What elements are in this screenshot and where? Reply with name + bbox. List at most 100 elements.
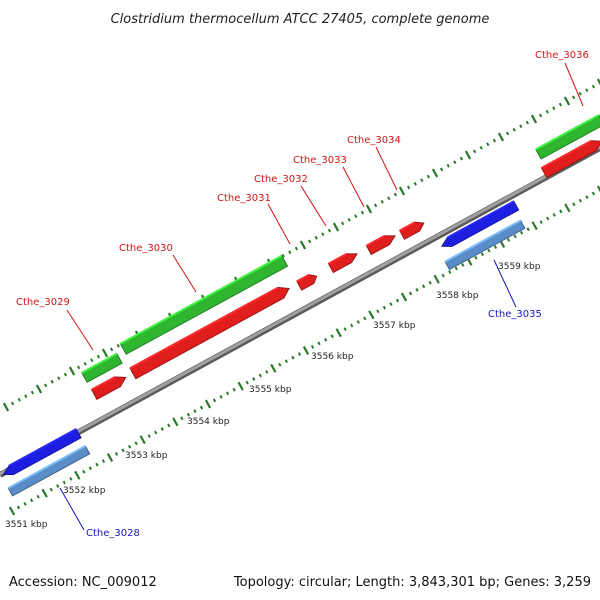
upper-tick <box>497 132 505 142</box>
upper-tick <box>83 361 87 366</box>
lower-tick <box>134 441 138 446</box>
upper-tick-marks <box>2 78 600 412</box>
upper-tick <box>10 401 15 406</box>
lower-tick <box>258 373 262 378</box>
lower-tick <box>160 427 164 431</box>
cds-bar-highlight <box>540 139 592 169</box>
accession-text: Accession: NC_009012 <box>9 575 157 590</box>
lower-tick <box>428 280 432 285</box>
lower-tick <box>219 394 223 399</box>
upper-tick <box>431 168 439 178</box>
gene-label: Cthe_3029 <box>16 297 70 308</box>
gene-label: Cthe_3036 <box>535 50 589 61</box>
lower-tick <box>302 346 310 355</box>
lower-tick <box>199 405 204 410</box>
upper-tick <box>413 181 417 186</box>
lower-tick <box>154 430 158 435</box>
gene-bar <box>7 445 91 497</box>
lower-tick <box>74 470 81 480</box>
lower-tick <box>564 203 571 213</box>
lower-tick <box>147 434 151 438</box>
label-leader-line <box>172 254 197 293</box>
upper-tick <box>472 149 477 154</box>
upper-tick <box>426 174 431 179</box>
cds-bar-highlight <box>91 375 116 391</box>
upper-tick <box>380 199 384 204</box>
scale-label: 3556 kbp <box>311 352 354 362</box>
lower-tick <box>585 195 589 200</box>
scale-label: 3553 kbp <box>125 451 168 461</box>
lower-tick <box>356 320 360 324</box>
cds-bar <box>540 139 600 179</box>
lower-tick <box>56 484 60 488</box>
cds-bar <box>399 221 425 240</box>
lower-tick <box>513 234 517 239</box>
lower-tick <box>552 213 556 217</box>
lower-tick <box>363 316 367 321</box>
upper-tick <box>109 347 114 352</box>
upper-tick <box>530 114 538 124</box>
lower-tick <box>454 266 458 271</box>
lower-tick <box>578 198 583 203</box>
lower-tick <box>101 459 106 463</box>
upper-tick <box>406 185 411 190</box>
upper-tick <box>314 235 318 240</box>
upper-tick <box>373 203 378 208</box>
lower-tick <box>461 263 465 267</box>
gene-bar <box>119 254 289 355</box>
genome-summary: Topology: circular; Length: 3,843,301 bp… <box>233 575 591 590</box>
lower-tick <box>310 345 315 349</box>
upper-tick <box>332 222 340 232</box>
upper-tick <box>420 178 424 183</box>
upper-tick <box>299 240 307 250</box>
lower-tick <box>29 498 34 503</box>
lower-tick <box>41 488 48 498</box>
cds-bar-highlight <box>327 252 348 265</box>
gene-bar <box>81 352 123 383</box>
label-leader-line <box>564 62 584 107</box>
scale-labels: 3551 kbp 3552 kbp 3553 kbp 3554 kbp 3555 kbp… <box>5 262 541 530</box>
cds-bar-highlight <box>8 428 77 467</box>
lower-tick <box>335 328 342 338</box>
lower-tick <box>193 409 197 414</box>
upper-tick <box>571 95 576 100</box>
lower-tick <box>400 292 408 302</box>
cds-bar <box>2 428 82 476</box>
upper-tick <box>24 394 28 399</box>
lower-tick <box>343 327 347 331</box>
lower-tick <box>212 398 217 403</box>
lower-tick <box>408 291 413 296</box>
gene-bar <box>535 114 600 160</box>
lower-tick <box>433 274 440 284</box>
lower-tick <box>278 362 282 367</box>
upper-tick <box>393 192 398 197</box>
lower-tick <box>252 377 256 381</box>
upper-tick <box>558 102 563 107</box>
label-leader-line <box>342 166 365 208</box>
upper-tick <box>43 383 48 388</box>
lower-tick <box>232 387 236 392</box>
label-leader-line <box>493 259 517 308</box>
cds-bar-body <box>2 428 82 476</box>
upper-tick <box>327 228 332 233</box>
cds-bar <box>327 252 358 274</box>
upper-tick <box>446 163 450 168</box>
upper-tick <box>439 167 444 172</box>
lower-tick <box>121 448 125 453</box>
lower-tick <box>297 352 302 356</box>
gene-labels: Cthe_3028 Cthe_3029 Cthe_3030 Cthe_3031 Cthe… <box>16 50 589 539</box>
lower-tick <box>237 381 244 391</box>
upper-tick <box>347 217 351 222</box>
lower-tick <box>559 209 563 214</box>
lower-tick <box>114 452 119 456</box>
upper-tick <box>479 145 483 150</box>
upper-tick <box>596 78 600 86</box>
upper-tick <box>563 96 571 106</box>
cds-bar-body <box>440 200 520 247</box>
lower-tick <box>62 480 66 485</box>
gene-label: Cthe_3033 <box>293 155 347 166</box>
upper-tick <box>464 150 472 160</box>
lower-tick <box>49 487 53 492</box>
lower-tick <box>526 227 530 232</box>
